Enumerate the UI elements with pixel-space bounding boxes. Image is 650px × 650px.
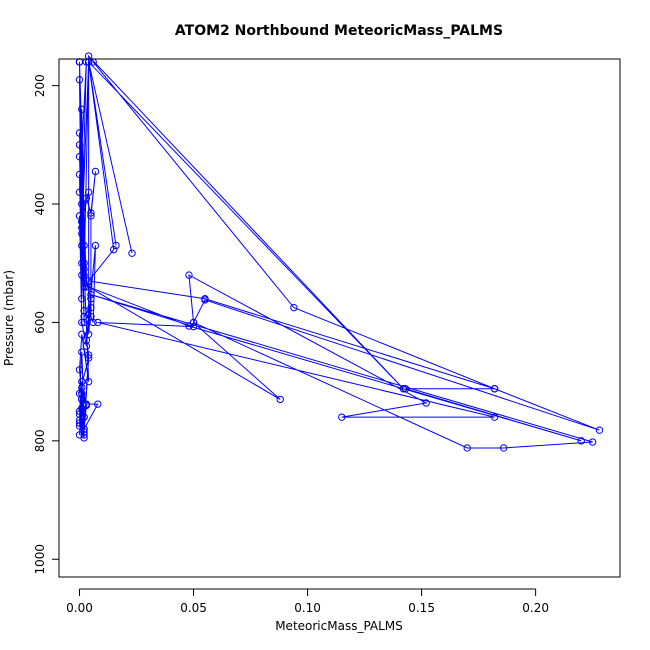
data-point (82, 400, 91, 408)
x-tick-label: 0.05 (180, 601, 207, 615)
y-axis: 200 400 600 800 1000 (33, 74, 60, 575)
data-point (91, 241, 100, 250)
data-point (87, 303, 95, 312)
data-point (80, 413, 88, 421)
data-point (185, 322, 193, 330)
series-line (83, 54, 600, 449)
data-point (75, 419, 84, 427)
data-point (78, 229, 86, 238)
data-point (87, 209, 95, 217)
data-point (110, 245, 118, 254)
data-point (78, 105, 86, 114)
y-tick-label: 400 (33, 193, 47, 216)
chart-title: ATOM2 Northbound MeteoricMass_PALMS (175, 23, 503, 39)
data-point (91, 167, 100, 176)
data-point (401, 385, 410, 393)
data-point (422, 399, 430, 407)
data-point (75, 431, 84, 439)
data-point (80, 265, 88, 273)
data-point (189, 318, 198, 327)
y-tick-label: 800 (33, 429, 47, 452)
x-tick-label: 0.20 (522, 601, 549, 615)
data-point (75, 141, 84, 149)
data-point (78, 218, 86, 226)
data-point (80, 283, 88, 291)
data-point (87, 212, 95, 220)
data-point (75, 152, 84, 161)
data-point (490, 413, 499, 421)
data-point (84, 330, 93, 338)
data-point (80, 241, 88, 250)
data-point (588, 438, 597, 446)
data-point (75, 129, 84, 137)
data-point (78, 200, 86, 208)
y-tick-label: 200 (33, 74, 47, 97)
data-point (500, 444, 508, 452)
data-point (338, 413, 346, 421)
data-point (80, 425, 88, 433)
data-point (290, 303, 298, 312)
data-point (463, 444, 471, 452)
data-point (78, 348, 86, 356)
data-point (78, 241, 86, 250)
x-tick-label: 0.00 (66, 601, 93, 615)
data-point (577, 437, 585, 445)
data-point (189, 322, 198, 331)
y-tick-label: 600 (33, 311, 47, 334)
series-layer (75, 52, 604, 452)
y-tick-label: 1000 (33, 544, 47, 575)
data-point (595, 426, 604, 434)
plot-frame (58, 58, 621, 578)
data-point (490, 385, 499, 393)
data-point (78, 395, 86, 404)
data-point (82, 194, 91, 202)
data-point (75, 366, 84, 374)
data-point (84, 351, 93, 359)
data-point (78, 295, 86, 303)
data-point (84, 277, 93, 285)
x-axis: 0.00 0.05 0.10 0.15 0.20 (66, 588, 549, 615)
data-point (75, 170, 84, 179)
data-point (80, 312, 88, 321)
data-point (75, 188, 84, 196)
x-tick-label: 0.15 (408, 601, 435, 615)
data-point (112, 241, 120, 250)
data-point (128, 249, 136, 257)
data-point (201, 295, 209, 303)
series-line (79, 61, 92, 438)
data-point (185, 271, 193, 279)
data-point (94, 400, 102, 408)
data-point (94, 318, 102, 327)
data-point (87, 290, 95, 299)
y-axis-label: Pressure (mbar) (2, 270, 16, 366)
data-point (75, 76, 84, 84)
x-tick-label: 0.10 (294, 601, 321, 615)
data-point (399, 385, 408, 393)
x-axis-label: MeteoricMass_PALMS (275, 619, 403, 633)
data-point (276, 395, 284, 404)
